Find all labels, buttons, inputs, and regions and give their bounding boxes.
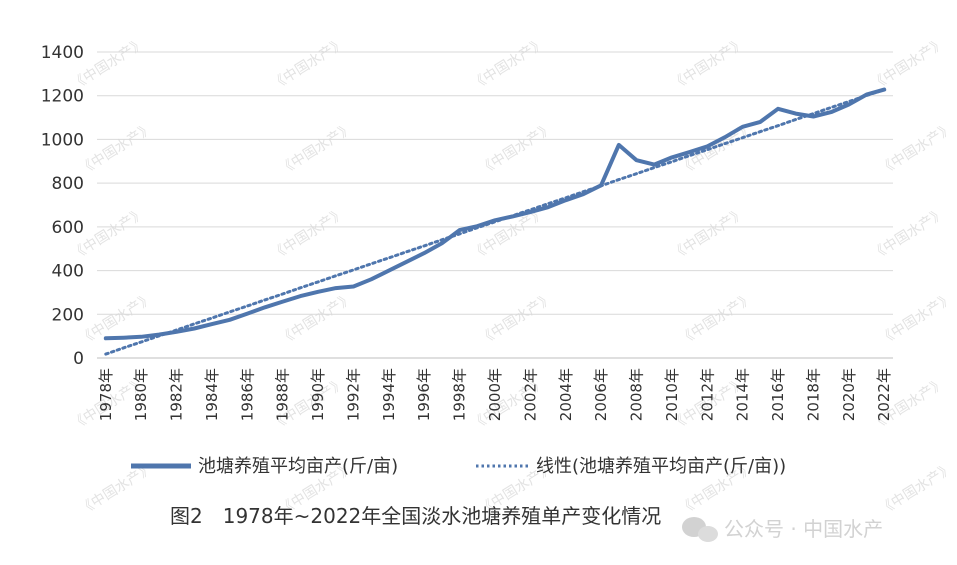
x-tick-label: 2008年	[628, 368, 646, 421]
y-axis-ticks: 0 200 400 600 800 1000 1200 1400	[41, 43, 84, 369]
watermark-text: 《中国水产》	[877, 290, 957, 348]
y-tick-label: 1000	[41, 130, 84, 150]
y-tick-label: 1400	[41, 43, 84, 63]
x-tick-label: 1980年	[132, 368, 150, 421]
figure-caption: 图2 1978年~2022年全国淡水池塘养殖单产变化情况	[170, 504, 661, 528]
x-tick-label: 2004年	[557, 368, 575, 421]
footer-watermark-text: 公众号 · 中国水产	[724, 517, 883, 541]
watermark-text: 《中国水产》	[677, 120, 757, 178]
y-tick-label: 1200	[41, 87, 84, 107]
legend-label-trend: 线性(池塘养殖平均亩产(斤/亩))	[536, 455, 786, 477]
x-tick-label: 1982年	[168, 368, 186, 421]
watermark-text: 《中国水产》	[77, 460, 157, 518]
x-tick-label: 2000年	[486, 368, 504, 421]
x-tick-label: 1986年	[238, 368, 256, 421]
series-layer	[103, 87, 887, 356]
watermark-text: 《中国水产》	[677, 290, 757, 348]
y-tick-label: 200	[52, 305, 84, 325]
x-tick-label: 2016年	[769, 368, 787, 421]
watermark-text: 《中国水产》	[869, 35, 949, 93]
legend: 池塘养殖平均亩产(斤/亩) 线性(池塘养殖平均亩产(斤/亩))	[131, 455, 786, 477]
watermark-layer: 《中国水产》 《中国水产》 《中国水产》 《中国水产》 《中国水产》《中国水产》 《中国水…	[69, 35, 957, 518]
watermark-text: 《中国水产》	[477, 120, 557, 178]
watermark-text: 《中国水产》	[269, 205, 349, 263]
x-tick-label: 2018年	[804, 368, 822, 421]
watermark-text: 《中国水产》	[669, 35, 749, 93]
x-axis-ticks: 1978年 1980年 1982年 1984年 1986年 1988年 1990年 1992年…	[97, 368, 893, 421]
y-tick-label: 0	[73, 349, 84, 369]
x-tick-label: 1998年	[451, 368, 469, 421]
x-tick-label: 1988年	[274, 368, 292, 421]
yield-line	[103, 87, 887, 341]
y-tick-label: 400	[52, 262, 84, 282]
watermark-text: 《中国水产》	[669, 205, 749, 263]
watermark-text: 《中国水产》	[469, 35, 549, 93]
watermark-text: 《中国水产》	[877, 460, 957, 518]
y-tick-label: 600	[52, 218, 84, 238]
x-tick-label: 1994年	[380, 368, 398, 421]
x-tick-label: 1996年	[415, 368, 433, 421]
x-tick-label: 1992年	[344, 368, 362, 421]
watermark-text: 《中国水产》	[877, 120, 957, 178]
gridlines	[97, 51, 893, 315]
watermark-text: 《中国水产》	[277, 120, 357, 178]
x-tick-label: 2006年	[592, 368, 610, 421]
watermark-text: 《中国水产》	[269, 35, 349, 93]
x-tick-label: 2012年	[698, 368, 716, 421]
watermark-text: 《中国水产》	[77, 120, 157, 178]
x-tick-label: 2020年	[840, 368, 858, 421]
x-tick-label: 2014年	[734, 368, 752, 421]
watermark-text: 《中国水产》	[469, 205, 549, 263]
x-tick-label: 2002年	[521, 368, 539, 421]
x-tick-label: 2010年	[663, 368, 681, 421]
x-tick-label: 2022年	[875, 368, 893, 421]
y-tick-label: 800	[52, 174, 84, 194]
watermark-text: 《中国水产》	[869, 205, 949, 263]
x-tick-label: 1990年	[309, 368, 327, 421]
watermark-text: 《中国水产》	[477, 290, 557, 348]
x-tick-label: 1984年	[203, 368, 221, 421]
footer-watermark: 公众号 · 中国水产	[682, 517, 883, 542]
wechat-icon	[682, 517, 718, 542]
x-tick-label: 1978年	[97, 368, 115, 421]
legend-label-actual: 池塘养殖平均亩产(斤/亩)	[198, 455, 398, 477]
